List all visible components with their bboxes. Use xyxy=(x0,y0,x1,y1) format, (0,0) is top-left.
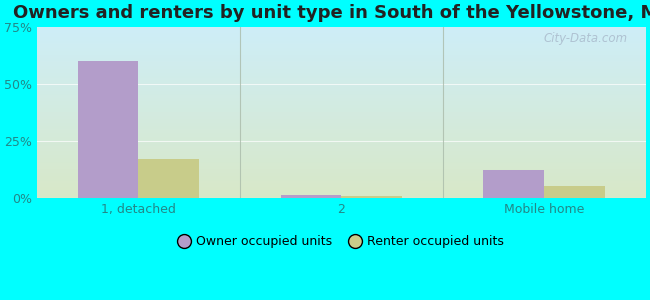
Bar xyxy=(281,195,341,198)
Bar xyxy=(341,196,402,198)
Bar xyxy=(544,187,605,198)
Title: Owners and renters by unit type in South of the Yellowstone, MT: Owners and renters by unit type in South… xyxy=(12,4,650,22)
Bar xyxy=(77,61,138,198)
Text: City-Data.com: City-Data.com xyxy=(543,32,627,45)
Legend: Owner occupied units, Renter occupied units: Owner occupied units, Renter occupied un… xyxy=(174,230,508,254)
Bar xyxy=(484,170,544,198)
Bar xyxy=(138,159,200,198)
